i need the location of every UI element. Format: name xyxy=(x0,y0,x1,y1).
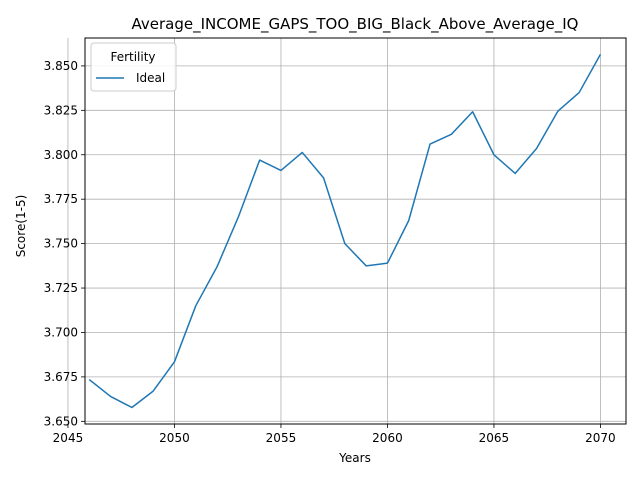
y-axis-label: Score(1-5) xyxy=(14,195,28,258)
x-tick-label: 2070 xyxy=(585,431,616,445)
y-tick-label: 3.650 xyxy=(44,414,78,428)
series-lines xyxy=(88,53,602,409)
x-tick-label: 2050 xyxy=(159,431,190,445)
legend-title: Fertility xyxy=(110,50,155,64)
series-line-ideal xyxy=(88,53,602,409)
plot-area-frame xyxy=(84,37,627,425)
y-tick-label: 3.700 xyxy=(44,325,78,339)
y-tick-label: 3.775 xyxy=(44,192,78,206)
y-tick-label: 3.850 xyxy=(44,59,78,73)
chart-title: Average_INCOME_GAPS_TOO_BIG_Black_Above_… xyxy=(132,15,579,34)
y-tick-label: 3.750 xyxy=(44,237,78,251)
x-tick-label: 2065 xyxy=(479,431,510,445)
legend: Fertility Ideal xyxy=(90,42,177,92)
x-tick-label: 2060 xyxy=(372,431,403,445)
legend-box xyxy=(90,42,177,92)
x-axis-label: Years xyxy=(338,451,371,465)
axes: 2045 2050 2055 2060 2065 2070 3.650 3.675 3.700 3… xyxy=(44,59,616,445)
y-tick-label: 3.825 xyxy=(44,103,78,117)
y-tick-label: 3.675 xyxy=(44,370,78,384)
y-tick-label: 3.725 xyxy=(44,281,78,295)
x-tick-label: 2055 xyxy=(266,431,297,445)
y-tick-label: 3.800 xyxy=(44,148,78,162)
grid xyxy=(67,38,626,424)
legend-entry-label: Ideal xyxy=(136,71,165,85)
x-tick-label: 2045 xyxy=(53,431,84,445)
